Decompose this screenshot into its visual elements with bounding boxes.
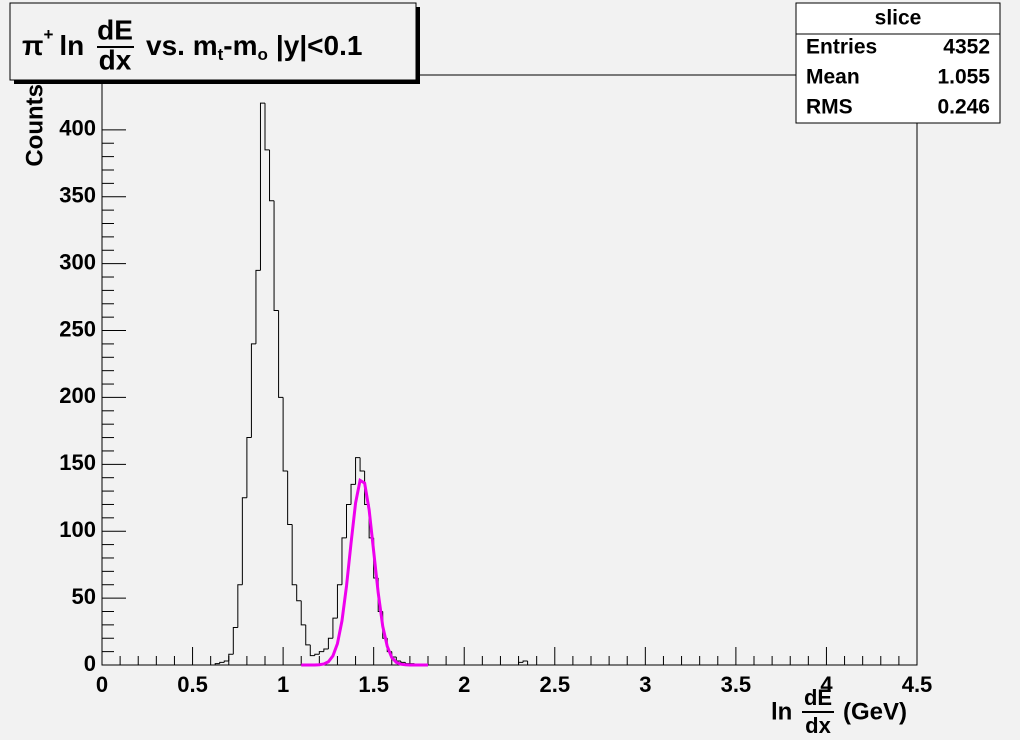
title-box <box>9 2 417 81</box>
x-tick-label: 2 <box>458 672 470 697</box>
plot-area: 0 0.5 1 1.5 2 2.5 3 3.5 4 4.5 0 50 100 150 200 250 300 35… <box>59 102 933 697</box>
stats-label: Mean <box>806 66 860 89</box>
y-tick-label: 300 <box>59 249 96 274</box>
title-part: + <box>43 25 53 44</box>
title-part: -m <box>223 30 257 61</box>
stats-label: Entries <box>806 36 877 59</box>
histogram-bin <box>350 483 356 505</box>
histogram-bin <box>223 660 229 663</box>
x-tick-label: 4.5 <box>902 672 933 697</box>
stats-rows: Entries 4352 Mean 1.055 RMS 0.246 <box>806 36 990 119</box>
title-fraction-num: dE <box>97 14 133 45</box>
y-tick-label: 50 <box>72 584 96 609</box>
histogram-bin <box>346 503 352 538</box>
stats-label: RMS <box>806 96 853 119</box>
chart-title: π+ ln <box>22 25 84 61</box>
histogram-bin <box>287 471 293 526</box>
stats-value: 1.055 <box>937 66 990 89</box>
y-tick-label: 400 <box>59 116 96 141</box>
histogram-bin <box>241 497 247 585</box>
x-tick-label: 1 <box>277 672 289 697</box>
y-tick-label: 0 <box>84 651 96 676</box>
histogram-bin <box>282 397 288 472</box>
title-part: ln <box>59 30 84 61</box>
x-tick-label: 2.5 <box>539 672 570 697</box>
histogram-bin <box>305 624 311 646</box>
y-tick-label: 150 <box>59 450 96 475</box>
histogram-bin <box>309 644 315 657</box>
histogram-bin <box>219 661 225 664</box>
stats-value: 4352 <box>943 36 990 59</box>
x-axis-label: (GeV) <box>843 698 907 725</box>
title-part: |y|<0.1 <box>276 30 363 61</box>
title-part: t <box>218 45 224 64</box>
histogram-bin <box>264 103 270 151</box>
histogram-bin <box>400 660 406 663</box>
chart-title: vs. mt-mo |y|<0.1 <box>146 30 362 64</box>
histogram-bin <box>232 627 238 655</box>
title-part: vs. m <box>146 30 218 61</box>
x-tick-label: 0.5 <box>177 672 208 697</box>
histogram-bin <box>228 653 234 661</box>
histogram-bin <box>318 651 324 655</box>
y-tick-label: 250 <box>59 316 96 341</box>
histogram-bin <box>296 584 302 602</box>
x-tick-label: 0 <box>96 672 108 697</box>
histogram-bin <box>314 653 320 656</box>
x-tick-label: 3.5 <box>721 672 752 697</box>
x-axis-label: dE <box>804 685 832 710</box>
histogram-bin <box>359 457 365 472</box>
histogram-bin <box>522 660 528 663</box>
stats-value: 0.246 <box>937 96 990 119</box>
histogram-bin <box>291 524 297 586</box>
y-axis-label: Counts <box>21 84 48 167</box>
histogram-bin <box>527 660 533 666</box>
histogram-bin <box>332 617 338 639</box>
x-tick-label: 3 <box>639 672 651 697</box>
histogram-bin <box>259 102 265 271</box>
plot-frame <box>101 74 918 666</box>
x-tick-label: 1.5 <box>358 672 389 697</box>
histogram-bin <box>278 310 284 398</box>
histogram-bin <box>341 537 347 585</box>
fit-curve <box>301 478 428 667</box>
histogram-bin <box>214 663 220 665</box>
histogram-bin <box>246 437 252 498</box>
histogram-bin <box>355 457 361 485</box>
histogram-bin <box>327 637 333 649</box>
x-axis-label: dx <box>805 713 831 738</box>
histogram-bin <box>273 200 279 311</box>
histogram-bin <box>237 584 243 628</box>
stats-title: slice <box>875 7 922 30</box>
histogram-bin <box>300 600 306 626</box>
y-tick-label: 100 <box>59 517 96 542</box>
x-tick-label: 4 <box>820 672 833 697</box>
y-tick-label: 200 <box>59 383 96 408</box>
histogram-bin <box>518 661 524 665</box>
histogram-bin <box>269 149 275 202</box>
title-part: π <box>22 30 43 61</box>
histogram-bin <box>323 648 329 652</box>
x-axis-label: ln <box>771 698 792 725</box>
histogram-bin <box>255 269 261 344</box>
y-tick-label: 350 <box>59 183 96 208</box>
histogram-bin <box>250 343 256 438</box>
title-fraction-den: dx <box>99 44 132 75</box>
histogram-bin <box>336 584 342 619</box>
stats-box <box>795 2 1001 124</box>
title-part: o <box>258 45 268 64</box>
